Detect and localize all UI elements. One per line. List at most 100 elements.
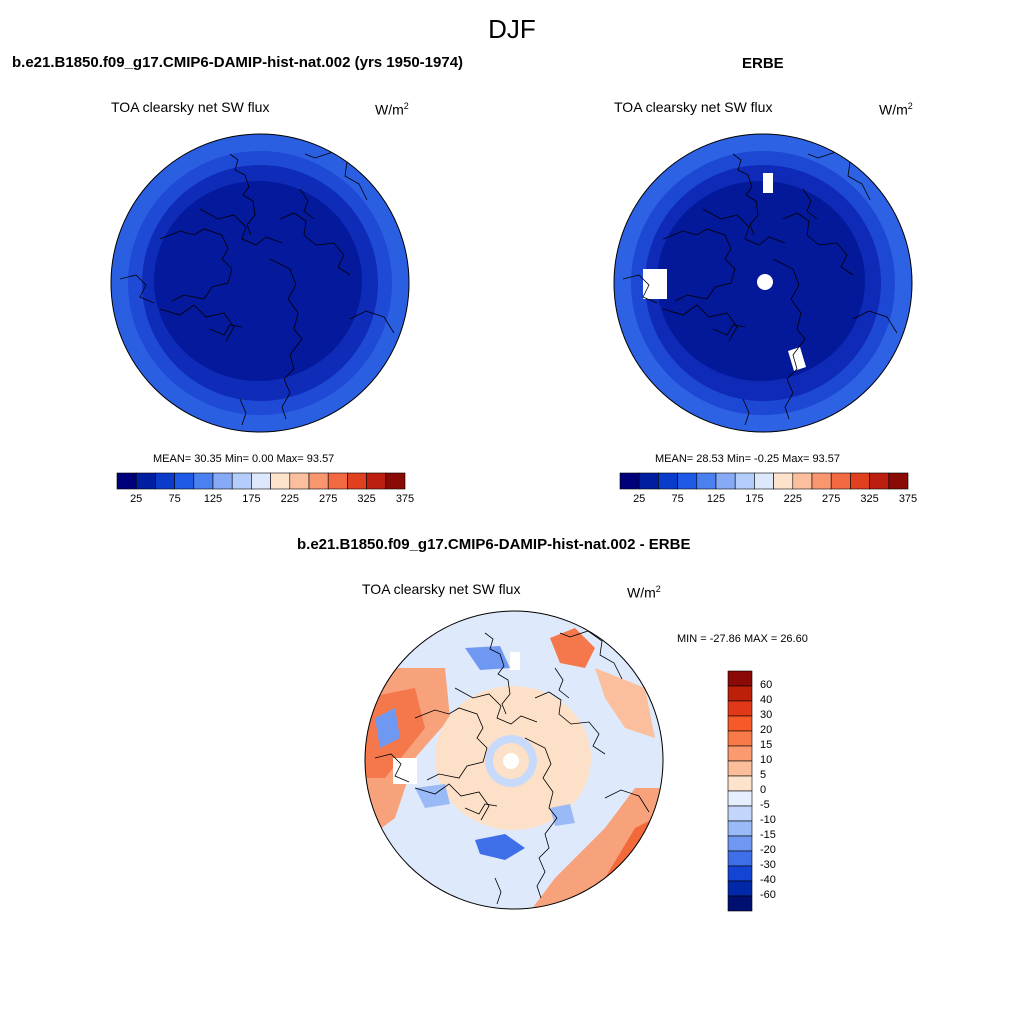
- panel1-colorbar-ticks: 25 75 125 175 225 275 325 375: [104, 493, 424, 507]
- panel3-contour-band: [375, 708, 400, 748]
- panel2-colorbar: [619, 472, 909, 490]
- colorbar-tick-label: 175: [745, 493, 764, 505]
- panel2-stats: MEAN= 28.53 Min= -0.25 Max= 93.57: [655, 453, 840, 465]
- colorbar-swatch: [638, 472, 659, 490]
- colorbar-swatch: [212, 472, 233, 490]
- panel3-colorbar-ticks: 60 40 30 20 15 10 5 0 -5 -10 -15 -20 -30 -40 -60: [758, 670, 798, 912]
- colorbar-tick-label: 20: [760, 724, 773, 736]
- colorbar-swatch: [193, 472, 214, 490]
- colorbar-tick-label: 75: [168, 493, 181, 505]
- colorbar-swatch: [289, 472, 310, 490]
- panel1-colorbar: [116, 472, 406, 490]
- colorbar-swatch: [727, 880, 753, 897]
- panel3-map-boundary: [364, 610, 664, 910]
- panel3-colorbar: [727, 670, 753, 912]
- colorbar-tick-label: 225: [280, 493, 299, 505]
- colorbar-tick-label: -40: [760, 874, 776, 886]
- colorbar-swatch: [888, 472, 909, 490]
- colorbar-swatch: [696, 472, 717, 490]
- colorbar-swatch: [727, 700, 753, 717]
- panel1-map-boundary: [110, 133, 410, 433]
- colorbar-tick-label: 175: [242, 493, 261, 505]
- colorbar-swatch: [727, 790, 753, 807]
- colorbar-swatch: [270, 472, 291, 490]
- colorbar-swatch: [727, 805, 753, 822]
- panel2-missing-data-patch: [788, 347, 806, 371]
- colorbar-swatch: [869, 472, 890, 490]
- panel3-stats: MIN = -27.86 MAX = 26.60: [677, 633, 808, 645]
- colorbar-swatch: [727, 760, 753, 777]
- colorbar-swatch: [727, 835, 753, 852]
- colorbar-swatch: [727, 865, 753, 882]
- colorbar-tick-label: -5: [760, 799, 770, 811]
- colorbar-tick-label: -10: [760, 814, 776, 826]
- colorbar-swatch: [727, 895, 753, 912]
- panel2-map-boundary: [613, 133, 913, 433]
- colorbar-swatch: [792, 472, 813, 490]
- panel3-missing-data-pole: [503, 753, 519, 769]
- main-title: DJF: [488, 14, 536, 44]
- colorbar-tick-label: 25: [633, 493, 646, 505]
- colorbar-swatch: [727, 670, 753, 687]
- colorbar-swatch: [850, 472, 870, 490]
- panel3-contour-band: [550, 804, 575, 826]
- panel3-polar-map: [364, 610, 664, 910]
- panel3-variable-label: TOA clearsky net SW flux: [362, 581, 521, 597]
- panel3-contour-band: [465, 646, 510, 670]
- panel3-contour-band: [475, 834, 525, 860]
- colorbar-swatch: [385, 472, 406, 490]
- panel3-title: b.e21.B1850.f09_g17.CMIP6-DAMIP-hist-nat…: [297, 536, 691, 553]
- panel1-variable-label: TOA clearsky net SW flux: [111, 99, 270, 115]
- panel3-missing-data-patch: [510, 652, 520, 670]
- colorbar-tick-label: 125: [706, 493, 726, 505]
- panel2-missing-data-pole: [757, 274, 773, 290]
- colorbar-swatch: [773, 472, 794, 490]
- panel2-polar-map: [613, 133, 913, 433]
- colorbar-tick-label: 375: [898, 493, 918, 505]
- colorbar-swatch: [347, 472, 367, 490]
- colorbar-tick-label: -20: [760, 844, 776, 856]
- colorbar-swatch: [727, 730, 753, 747]
- colorbar-tick-label: 40: [760, 694, 773, 706]
- panel3-contour-band: [550, 628, 595, 668]
- colorbar-tick-label: 5: [760, 769, 767, 781]
- colorbar-swatch: [830, 472, 851, 490]
- colorbar-swatch: [366, 472, 387, 490]
- panel3-contour-band: [595, 668, 655, 738]
- panel2-variable-label: TOA clearsky net SW flux: [614, 99, 773, 115]
- panel3-units: W/m2: [627, 584, 661, 601]
- colorbar-swatch: [308, 472, 329, 490]
- colorbar-swatch: [135, 472, 156, 490]
- panel3-coastlines: [374, 630, 650, 905]
- panel2-title: ERBE: [742, 55, 784, 72]
- colorbar-tick-label: 275: [822, 493, 841, 505]
- colorbar-swatch: [734, 472, 755, 490]
- colorbar-swatch: [727, 850, 753, 867]
- panel1-stats: MEAN= 30.35 Min= 0.00 Max= 93.57: [153, 453, 335, 465]
- colorbar-swatch: [327, 472, 348, 490]
- colorbar-tick-label: 125: [203, 493, 223, 505]
- colorbar-tick-label: 325: [357, 493, 376, 505]
- colorbar-swatch: [715, 472, 736, 490]
- panel1-polar-map: [110, 133, 410, 433]
- colorbar-tick-label: 15: [760, 739, 773, 751]
- panel2-colorbar-ticks: 25 75 125 175 225 275 325 375: [607, 493, 927, 507]
- panel1-title: b.e21.B1850.f09_g17.CMIP6-DAMIP-hist-nat…: [12, 54, 464, 71]
- colorbar-tick-label: 375: [395, 493, 415, 505]
- panel2-units: W/m2: [879, 101, 913, 118]
- colorbar-tick-label: 25: [130, 493, 143, 505]
- colorbar-swatch: [677, 472, 698, 490]
- colorbar-swatch: [174, 472, 195, 490]
- colorbar-tick-label: -60: [760, 889, 776, 901]
- panel1-coastlines: [119, 151, 395, 426]
- colorbar-swatch: [231, 472, 252, 490]
- colorbar-swatch: [727, 685, 753, 702]
- colorbar-swatch: [251, 472, 271, 490]
- colorbar-swatch: [619, 472, 640, 490]
- panel2-coastlines: [622, 151, 898, 426]
- panel2-missing-data-patch: [643, 269, 667, 299]
- colorbar-swatch: [727, 745, 753, 762]
- colorbar-swatch: [727, 820, 753, 837]
- colorbar-tick-label: -15: [760, 829, 776, 841]
- colorbar-tick-label: 30: [760, 709, 773, 721]
